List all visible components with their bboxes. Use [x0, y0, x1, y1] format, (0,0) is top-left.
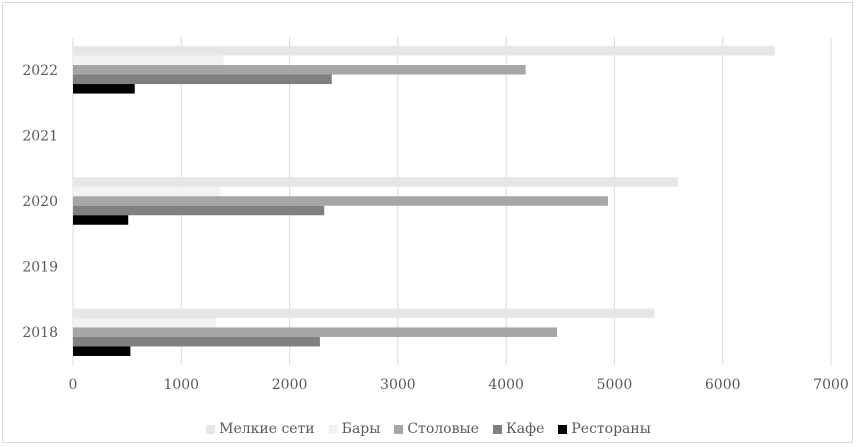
legend-label-bary: Бары: [341, 421, 381, 437]
bar-2022-series-2: [73, 65, 526, 75]
legend-item-melkie-seti: Мелкие сети: [206, 421, 315, 437]
x-tick-label-5000: 5000: [597, 377, 633, 393]
legend-swatch-restorany: [558, 424, 568, 434]
legend-item-restorany: Рестораны: [558, 421, 651, 437]
bar-2022-series-1: [73, 55, 224, 66]
bar-2022-series-3: [73, 74, 332, 85]
bar-2018-series-2: [73, 327, 558, 337]
x-tick-label-6000: 6000: [705, 377, 741, 393]
x-tick-label-3000: 3000: [380, 377, 416, 393]
legend-item-stolovye: Столовые: [394, 421, 479, 437]
x-tick-label-4000: 4000: [488, 377, 524, 393]
bar-2020-series-3: [73, 205, 325, 216]
bar-2018-series-0: [73, 308, 655, 318]
legend-item-bary: Бары: [328, 421, 381, 437]
bar-2018-series-1: [73, 317, 216, 328]
bar-2022-series-4: [73, 84, 135, 94]
bar-2020-series-4: [73, 215, 129, 225]
legend-label-kafe: Кафе: [505, 421, 545, 437]
x-tick-label-0: 0: [69, 377, 78, 393]
y-tick-label-2022: 2022: [22, 63, 58, 79]
legend-label-restorany: Рестораны: [571, 421, 651, 437]
legend-swatch-bary: [328, 424, 338, 434]
y-tick-label-2018: 2018: [22, 325, 58, 341]
x-tick-label-2000: 2000: [272, 377, 308, 393]
legend-swatch-kafe: [492, 424, 502, 434]
y-tick-label-2021: 2021: [22, 128, 58, 144]
bar-2020-series-1: [73, 186, 221, 197]
legend-label-stolovye: Столовые: [407, 421, 479, 437]
y-tick-label-2020: 2020: [22, 194, 58, 210]
bar-2018-series-4: [73, 346, 131, 356]
bar-2018-series-3: [73, 336, 320, 347]
x-tick-label-1000: 1000: [163, 377, 199, 393]
legend-swatch-melkie-seti: [206, 424, 216, 434]
x-tick-label-7000: 7000: [813, 377, 849, 393]
bar-2020-series-2: [73, 196, 608, 206]
bar-2022-series-0: [73, 46, 775, 56]
legend-item-kafe: Кафе: [492, 421, 545, 437]
legend-label-melkie-seti: Мелкие сети: [219, 421, 315, 437]
y-tick-label-2019: 2019: [22, 260, 58, 276]
legend: Мелкие сети Бары Столовые Кафе Рестораны: [0, 419, 857, 439]
legend-swatch-stolovye: [394, 424, 404, 434]
bar-2020-series-0: [73, 177, 679, 187]
